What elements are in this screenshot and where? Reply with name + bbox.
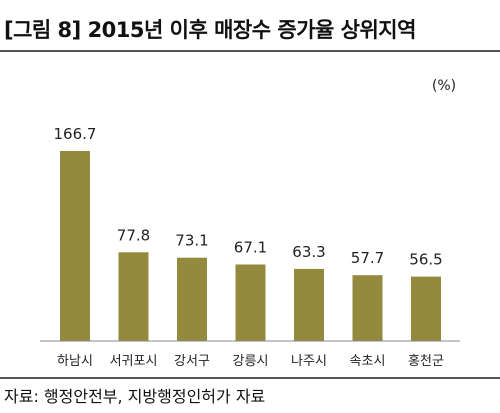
title-divider [0, 50, 500, 52]
category-label-6: 홍천군 [408, 354, 444, 369]
bar-5 [352, 275, 383, 341]
unit-label: (%) [432, 78, 456, 94]
bar-chart: (%) 166.7 77.8 73.1 67.1 63.3 57.7 56.5 하남시 서귀포… [40, 78, 460, 369]
category-label-0: 하남시 [57, 354, 93, 369]
bars-group [60, 151, 441, 341]
category-label-3: 강릉시 [233, 354, 269, 369]
value-label-1: 77.8 [117, 226, 150, 244]
value-label-2: 73.1 [175, 232, 208, 250]
bar-2 [177, 257, 207, 341]
value-label-6: 56.5 [409, 251, 442, 269]
category-label-1: 서귀포시 [110, 354, 158, 369]
category-label-2: 강서구 [174, 354, 210, 369]
chart-title: [그림 8] 2015년 이후 매장수 증가율 상위지역 [4, 18, 416, 42]
footer-divider [0, 377, 500, 379]
category-label-4: 나주시 [291, 354, 327, 369]
bar-4 [294, 268, 324, 341]
value-label-4: 63.3 [292, 243, 325, 261]
category-label-5: 속초시 [350, 354, 386, 369]
value-label-3: 67.1 [234, 239, 267, 257]
value-label-0: 166.7 [54, 125, 97, 143]
tick-labels-group: 하남시 서귀포시 강서구 강릉시 나주시 속초시 홍천군 [57, 354, 444, 369]
value-labels-group: 166.7 77.8 73.1 67.1 63.3 57.7 56.5 [54, 125, 443, 269]
source-note: 자료: 행정안전부, 지방행정인허가 자료 [4, 387, 266, 406]
bar-3 [235, 264, 266, 341]
bar-0 [60, 151, 90, 341]
bar-6 [411, 276, 441, 341]
bar-1 [118, 252, 149, 341]
value-label-5: 57.7 [351, 249, 384, 267]
